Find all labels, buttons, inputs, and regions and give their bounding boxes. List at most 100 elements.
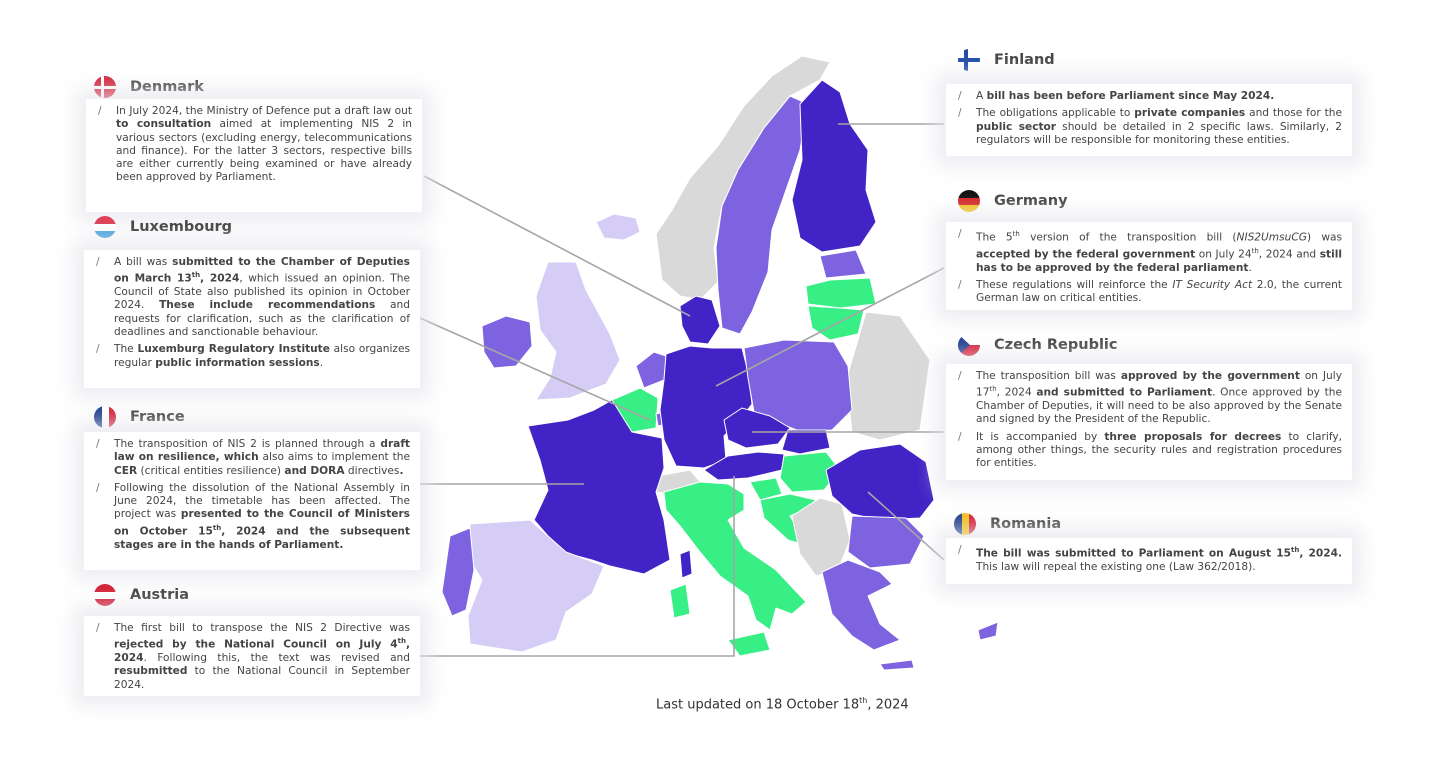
map-region-balkans [791, 497, 851, 577]
map-region-poland [743, 339, 853, 433]
finland-text-run: private companies [1134, 107, 1246, 120]
romania-name: Romania [990, 516, 1062, 532]
germany-text-run: accepted by the federal government [976, 248, 1196, 261]
leader-line-austria [420, 476, 735, 657]
finland-text-run: The obligations applicable to [976, 107, 1135, 120]
france-text-run: , 2024 and the subsequent stages are in … [114, 525, 410, 551]
luxembourg-text-run: th [191, 271, 201, 280]
austria-text-run: The first bill to transpose the NIS 2 Di… [114, 622, 410, 634]
romania-text-run: th [1290, 546, 1300, 554]
luxembourg-text-run: public information sessions [155, 356, 320, 369]
czech-text-run: . Once approved by the Chamber of Deputi… [976, 386, 1342, 426]
germany-text-run: The 5 [976, 231, 1013, 244]
last-updated-suffix: , 2024 [867, 697, 909, 713]
czech-flag-icon [958, 334, 980, 356]
austria-text-run: , 2024 [114, 638, 410, 665]
france-text-run: directives [344, 464, 400, 477]
romania-text-run: , 2024. [1299, 547, 1342, 560]
romania-text-run: This law will repeal the existing one (L… [976, 560, 1256, 573]
map-region-spain [467, 519, 605, 653]
france-title: France [94, 406, 185, 428]
finland-name: Finland [994, 52, 1055, 68]
finland-text-run: public sector [976, 120, 1057, 133]
czech-card: The transposition bill was approved by t… [946, 364, 1352, 480]
france-text-run: also aims to implement the [258, 451, 410, 464]
germany-name: Germany [994, 193, 1068, 209]
map-region-croatia [759, 493, 818, 547]
finland-paragraph: The obligations applicable to private co… [958, 107, 1342, 147]
romania-card: The bill was submitted to Parliament on … [946, 538, 1352, 584]
finland-text-run: A [976, 90, 987, 102]
map-region-crete [879, 659, 915, 671]
map-region-greece [821, 559, 901, 651]
austria-flag-icon [94, 584, 116, 606]
czech-text-run: th [989, 385, 997, 394]
france-text-run: th [212, 523, 222, 532]
map-region-sardinia [669, 583, 691, 619]
map-region-sweden [715, 95, 809, 335]
luxembourg-paragraph: A bill was submitted to the Chamber of D… [96, 256, 410, 339]
leader-line-denmark [423, 175, 691, 317]
czech-paragraph: The transposition bill was approved by t… [958, 370, 1342, 427]
germany-text-run: These regulations will reinforce the [976, 278, 1173, 291]
map-region-italy [663, 481, 807, 631]
finland-paragraph: A bill has been before Parliament since … [958, 90, 1342, 104]
finland-title: Finland [958, 49, 1055, 71]
map-region-romania [825, 443, 935, 521]
romania-flag-icon [954, 513, 976, 535]
luxembourg-text-run: , 2024 [200, 272, 240, 285]
france-flag-icon [94, 406, 116, 428]
map-region-united-kingdom [535, 261, 621, 401]
map-region-ireland [481, 315, 533, 369]
map-region-czech-republic [723, 407, 791, 449]
germany-text-run: , 2024 and [1258, 248, 1320, 261]
czech-text-run: to clarify, among other things, the secu… [976, 430, 1342, 470]
finland-text-run: should be detailed in 2 specific laws. S… [976, 120, 1342, 146]
france-paragraph: The transposition of NIS 2 is planned th… [96, 438, 410, 478]
finland-text-run: bill has been before Parliament since Ma… [986, 90, 1275, 102]
germany-text-run: NIS2UmsuCG [1236, 231, 1307, 244]
map-region-hungary [779, 451, 841, 493]
germany-card: The 5th version of the transposition bil… [946, 222, 1352, 310]
france-text-run: and DORA [284, 464, 345, 477]
map-region-cyprus [977, 621, 999, 641]
finland-text-run: and those for the [1245, 107, 1342, 120]
austria-paragraph: The first bill to transpose the NIS 2 Di… [96, 622, 411, 692]
luxembourg-text-run: submitted to the Chamber of Deputies on … [114, 256, 410, 285]
france-text-run: presented to the Council of Ministers on… [114, 508, 410, 538]
germany-text-run: 2.0, the current German law on critical … [976, 278, 1343, 305]
austria-text-run: rejected by the National Council on July… [114, 638, 398, 651]
denmark-text-run: to consultation [116, 118, 212, 131]
luxembourg-flag-icon [94, 216, 116, 238]
denmark-paragraph: In July 2024, the Ministry of Defence pu… [98, 105, 412, 185]
luxembourg-text-run: These include recommendations [159, 299, 376, 312]
leader-line-romania [867, 491, 945, 561]
luxembourg-text-run: and requests for clarification, such as … [114, 299, 410, 339]
leader-line-luxembourg [419, 317, 651, 421]
luxembourg-text-run: also organizes regular [114, 343, 410, 369]
germany-text-run: on July 24 [1195, 248, 1252, 261]
czech-title: Czech Republic [958, 334, 1118, 356]
romania-text-run: The bill was submitted to Parliament on … [976, 547, 1291, 560]
denmark-name: Denmark [130, 79, 204, 95]
france-text-run: CER [114, 464, 138, 477]
map-region-belarus-ukraine [845, 311, 931, 441]
denmark-card: In July 2024, the Ministry of Defence pu… [86, 99, 422, 212]
denmark-text-run: In July 2024, the Ministry of Defence pu… [116, 105, 412, 117]
luxembourg-text-run: Luxemburg Regulatory Institute [137, 343, 330, 356]
map-region-slovenia [749, 477, 783, 501]
map-region-iceland [595, 213, 641, 241]
map-region-netherlands [635, 351, 667, 389]
germany-text-run: th [1251, 246, 1259, 255]
map-region-latvia [805, 277, 877, 309]
czech-text-run: It is accompanied by [976, 430, 1105, 443]
austria-text-run: . Following this, the text was revised a… [143, 652, 411, 665]
denmark-flag-icon [94, 76, 116, 98]
romania-paragraph: The bill was submitted to Parliament on … [958, 544, 1342, 574]
luxembourg-text-run: , which issued an opinion. The Council o… [114, 272, 410, 312]
austria-text-run: th [397, 637, 406, 646]
france-text-run: Following the dissolution of the Nationa… [114, 481, 410, 521]
france-text-run: . [399, 464, 404, 477]
luxembourg-paragraph: The Luxemburg Regulatory Institute also … [96, 343, 410, 370]
